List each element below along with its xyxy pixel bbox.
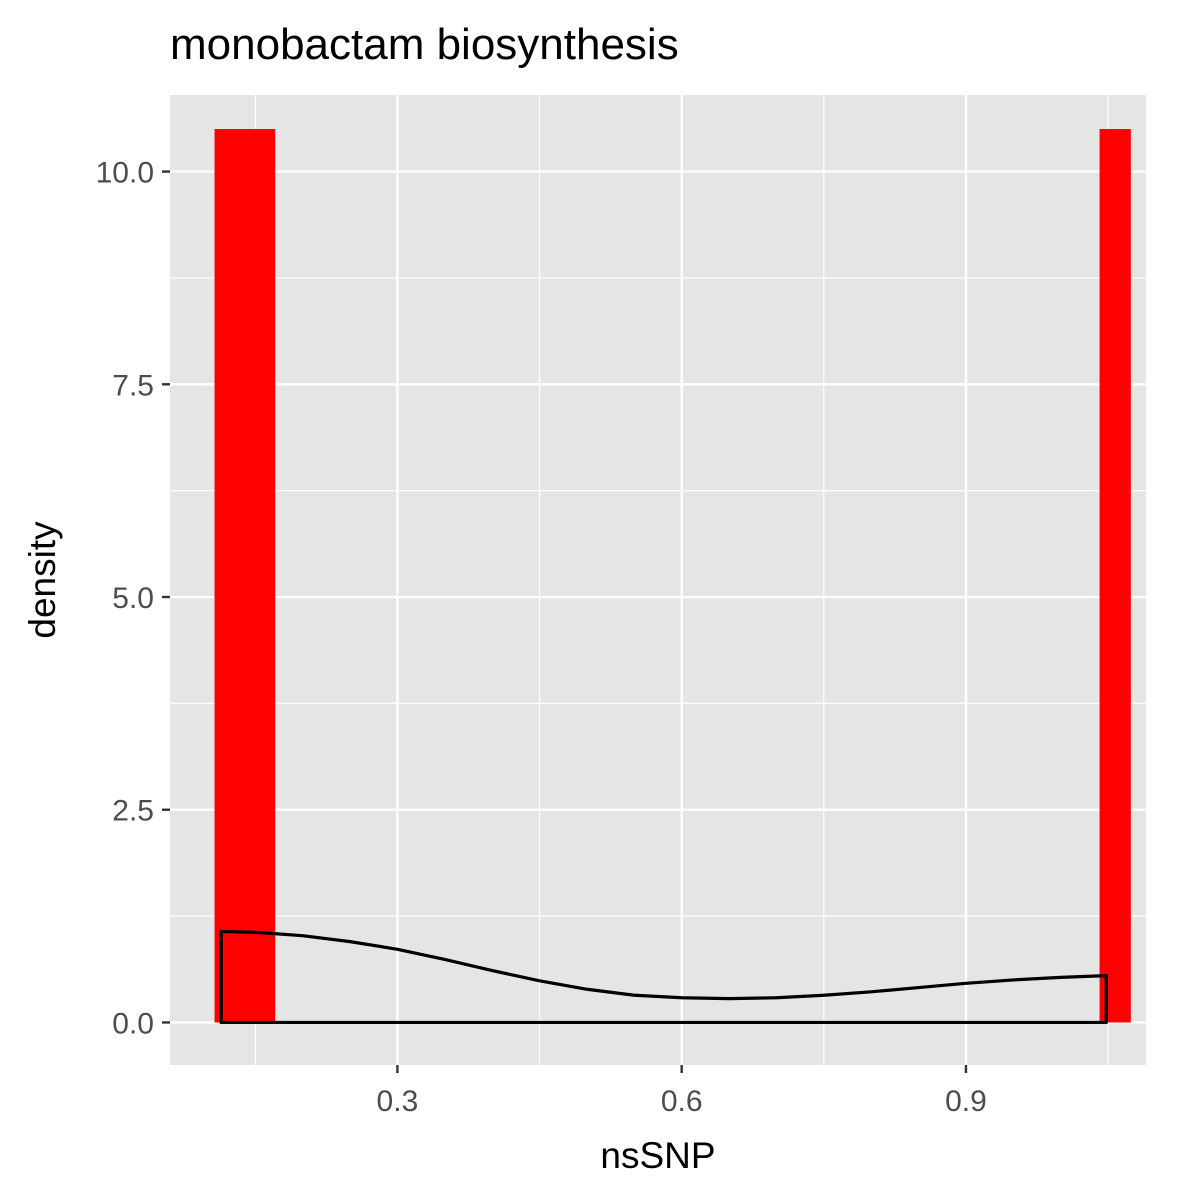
density-curve	[219, 929, 1108, 1025]
y-tick-label: 0.0	[112, 1007, 154, 1040]
x-axis: 0.3 0.6 0.9	[377, 1065, 987, 1118]
y-axis-title: density	[22, 521, 63, 639]
chart-title: monobactam biosynthesis	[170, 20, 679, 69]
x-tick-label: 0.3	[377, 1085, 419, 1118]
y-tick-label: 7.5	[112, 369, 154, 402]
histogram-bars	[214, 129, 1131, 1023]
x-tick-label: 0.6	[661, 1085, 703, 1118]
y-tick-label: 5.0	[112, 582, 154, 615]
plot-panel	[170, 95, 1146, 1065]
y-axis: 0.0 2.5 5.0 7.5 10.0	[96, 157, 170, 1040]
major-gridlines	[170, 95, 1146, 1065]
histogram-bar	[214, 129, 276, 1023]
density-curve-group	[219, 929, 1108, 1025]
y-tick-label: 10.0	[96, 157, 154, 190]
x-tick-label: 0.9	[945, 1085, 987, 1118]
x-axis-title: nsSNP	[600, 1135, 715, 1176]
y-tick-label: 2.5	[112, 795, 154, 828]
histogram-bar	[1099, 129, 1131, 1023]
